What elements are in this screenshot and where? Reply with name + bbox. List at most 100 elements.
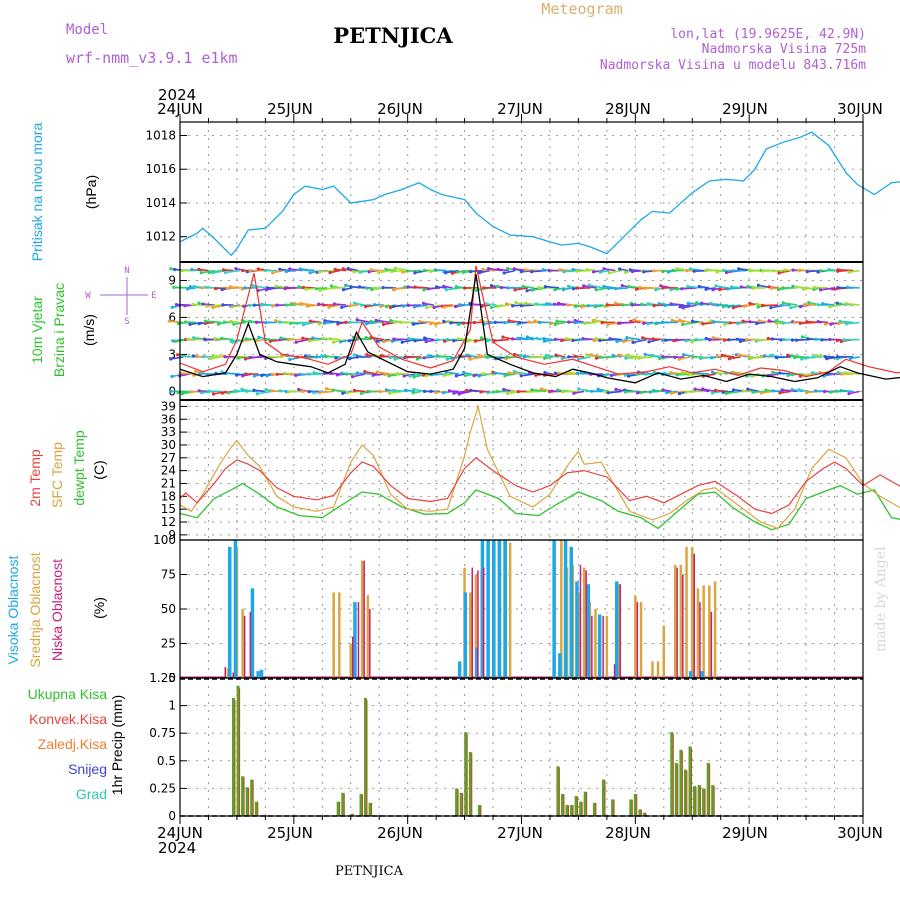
wind-arrow [414,304,428,308]
wind-arrow-head [275,303,279,307]
wind-arrow [279,268,290,272]
wind-arrow-head [539,387,543,391]
wind-arrow-head [710,370,715,374]
year-bottom: 2024 [158,839,196,857]
wind-arrow-head [545,302,549,306]
wind-arrow-head [283,371,287,375]
wind-arrow-head [188,322,192,326]
wind-arrow [482,268,497,272]
wind-arrow-head [445,357,449,361]
wind-arrow-head [757,319,761,323]
wind-arrow-head [716,371,720,375]
wind-arrow-head [364,322,368,326]
wind-arrow-head [593,305,598,309]
wind-arrow-head [274,284,278,288]
wind-arrow-head [746,284,750,288]
cloud-mid-bar [332,592,335,678]
wind-arrow-head [384,267,388,271]
wind-arrow-head [652,370,656,374]
wind-arrow [620,321,635,324]
wind-arrow-head [334,356,338,360]
cloud-high-bar [457,661,462,678]
wind-arrow-head [305,304,310,308]
wind-arrow [565,337,578,341]
wind-arrow-head [652,304,656,308]
wind-arrow-head [461,270,465,274]
wind-arrow-head [726,287,730,291]
wind-arrow-head [777,271,781,275]
wind-arrow-head [507,371,511,375]
wind-arrow-head [167,319,171,323]
wind-arrow-head [174,339,178,343]
wind-arrow-head [456,322,460,326]
wind-arrow-head [229,319,233,323]
wind-arrow-head [625,336,629,340]
cloud-high-bar [700,671,704,678]
wind-arrow-head [678,318,682,322]
wind-arrow-head [620,284,624,288]
cloud-low-bar [477,570,479,678]
wind-arrow [747,388,760,393]
wind-arrow-head [322,321,326,325]
wind-arrow-head [392,337,396,341]
wind-arrow-head [355,371,359,375]
wind-arrow-head [299,301,303,306]
wind-arrow [666,390,679,394]
wind-arrow-head [222,320,226,324]
wind-arrow [333,389,347,393]
wind-arrow-head [829,322,833,326]
wind-arrow-head [604,373,608,377]
wind-arrow-head [643,286,647,290]
wind-arrow-head [304,287,308,291]
wind-arrow [644,287,660,290]
wind-arrow-head [844,371,848,375]
wind-arrow-head [183,304,187,308]
wind-arrow-head [665,391,669,395]
wind-arrow-head [516,336,520,340]
wind-arrow-head [348,357,352,361]
wind-arrow-head [365,286,369,290]
ytick-label-pressure: 1016 [145,162,176,176]
wind-arrow-head [395,372,399,376]
wind-arrow-head [442,319,446,323]
xlabel-bottom-3: 27JUN [497,824,543,842]
wind-arrow-head [542,303,546,307]
ytick-label-temperature: 15 [161,502,176,516]
wind-unit: (m/s) [81,314,97,346]
wind-arrow-head [769,353,773,357]
wind-arrow-head [479,319,483,323]
wind-arrow-head [553,337,557,341]
precip-conv-bar [640,809,642,816]
wind-arrow-head [576,357,581,361]
wind-arrow [638,356,654,359]
svg-text:W: W [85,291,91,301]
wind-arrow [521,304,535,307]
cloud-high-bar [497,540,502,678]
wind-arrow [839,320,854,324]
wind-arrow-head [311,336,315,340]
ytick-label-pressure: 1014 [145,196,176,210]
wind-arrow-head [575,286,579,290]
wind-arrow-head [575,371,580,375]
wind-arrow [205,320,222,324]
wind-arrow-head [845,285,850,289]
wind-arrow-head [547,268,551,273]
wind-arrow-head [274,319,278,323]
wind-arrow-head [553,302,557,306]
wind-arrow-head [279,336,283,340]
wind-arrow [378,269,391,274]
wind-arrow [437,355,453,358]
wind-arrow [633,319,647,324]
wind-arrow-head [848,356,853,360]
wind-arrow-head [828,390,832,394]
wind-arrow-head [573,354,577,358]
meteogram-label: Meteogram [541,0,622,18]
precip-conv-bar [558,767,560,816]
wind-arrow-head [244,372,248,376]
wind-arrow-head [263,268,267,273]
precip-bar [674,763,678,816]
wind-arrow-head [317,302,321,306]
wind-arrow-head [392,287,396,291]
wind-arrow-head [223,270,228,275]
wind-arrow-head [271,304,275,308]
